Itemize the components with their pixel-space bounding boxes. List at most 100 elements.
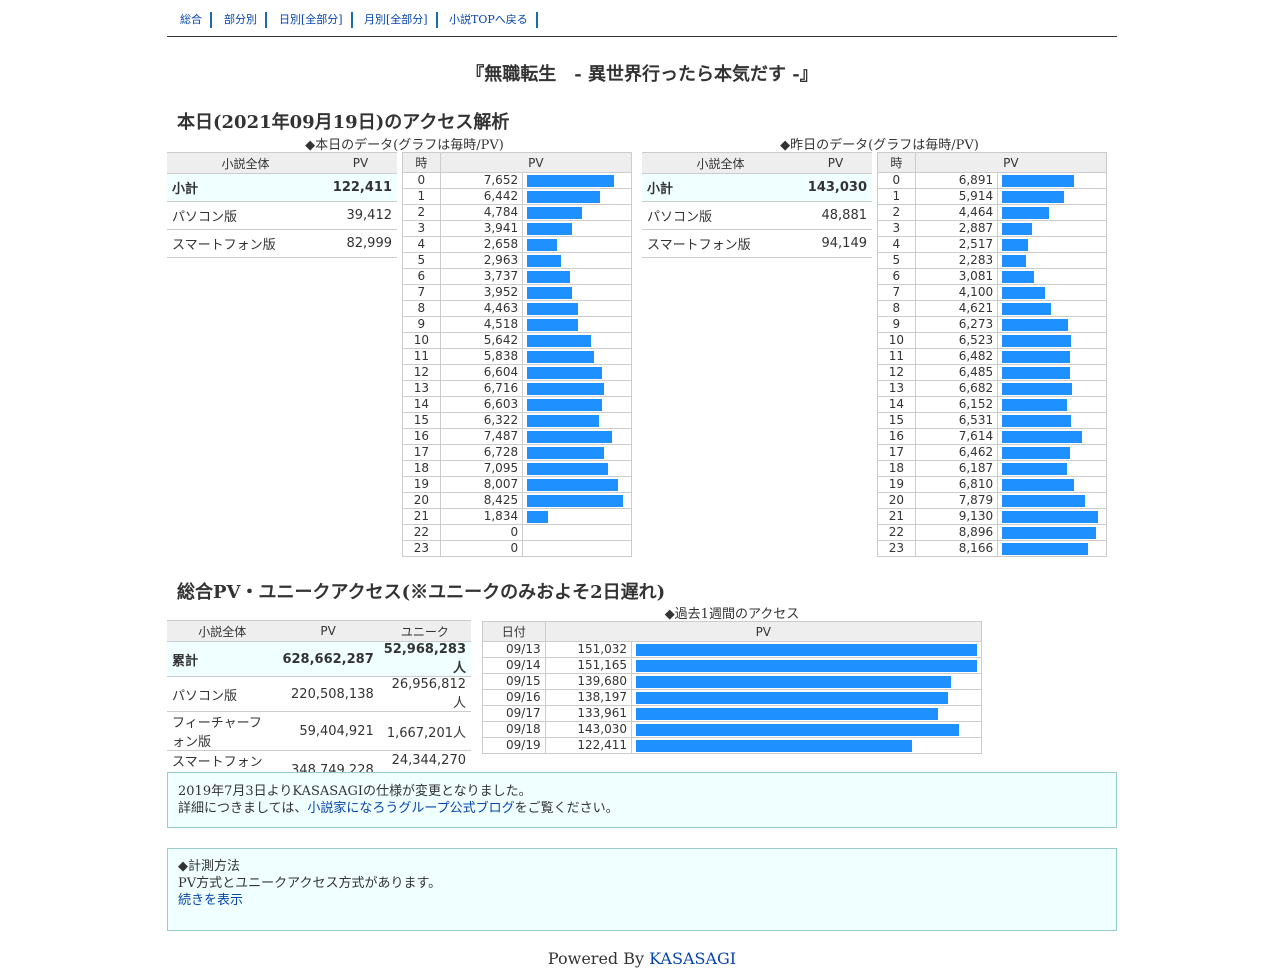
hour-label: 15 xyxy=(877,412,916,429)
pv-bar xyxy=(527,430,613,443)
week-date: 09/17 xyxy=(482,705,546,722)
hour-label: 6 xyxy=(877,268,916,285)
row-label: パソコン版 xyxy=(167,201,324,230)
hour-row: 8 4,621 xyxy=(877,300,1107,317)
row-label: パソコン版 xyxy=(642,201,799,230)
pv-bar xyxy=(1002,190,1065,203)
hour-row: 23 0 xyxy=(402,540,632,557)
hour-pv: 6,531 xyxy=(914,412,999,429)
hour-label: 5 xyxy=(402,252,441,269)
pv-bar xyxy=(527,222,573,235)
col-header: PV xyxy=(799,152,872,174)
hour-pv: 6,462 xyxy=(914,444,999,461)
row-pv: 628,662,287 xyxy=(277,641,379,677)
today-summary-table: 小説全体 PV 小計 122,411 パソコン版 39,412 スマートフォン版 82,… xyxy=(167,152,397,258)
kasasagi-link[interactable]: KASASAGI xyxy=(649,949,737,968)
nav-by-part[interactable]: 部分別 xyxy=(224,12,267,28)
week-date: 09/16 xyxy=(482,689,546,706)
week-date: 09/15 xyxy=(482,673,546,690)
hour-row: 9 6,273 xyxy=(877,316,1107,333)
hour-pv: 8,896 xyxy=(914,524,999,541)
pv-bar xyxy=(1002,222,1033,235)
hour-pv: 0 xyxy=(439,524,524,541)
hour-row: 16 7,487 xyxy=(402,428,632,445)
hour-label: 0 xyxy=(402,172,441,189)
hour-row: 5 2,283 xyxy=(877,252,1107,269)
pv-bar xyxy=(527,350,595,363)
hour-row: 0 6,891 xyxy=(877,172,1107,189)
blog-link[interactable]: 小説家になろうグループ公式ブログ xyxy=(307,801,515,816)
hour-pv: 6,728 xyxy=(439,444,524,461)
pv-bar xyxy=(636,659,977,672)
total-heading: 総合PV・ユニークアクセス(※ユニークのみおよそ2日遅れ) xyxy=(177,582,666,603)
week-pv: 133,961 xyxy=(544,705,633,722)
pv-bar xyxy=(1002,446,1071,459)
hour-pv: 7,879 xyxy=(914,492,999,509)
method-title: ◆計測方法 xyxy=(178,859,240,874)
hour-row: 22 0 xyxy=(402,524,632,541)
pv-bar xyxy=(527,462,609,475)
hour-label: 12 xyxy=(402,364,441,381)
nav-total[interactable]: 総合 xyxy=(180,12,212,28)
method-box: ◆計測方法 PV方式とユニークアクセス方式があります。 続きを表示 xyxy=(167,848,1117,931)
hour-label: 17 xyxy=(877,444,916,461)
pv-bar xyxy=(1002,398,1068,411)
hour-label: 14 xyxy=(877,396,916,413)
row-unique: 52,968,283人 xyxy=(378,641,471,677)
hour-label: 23 xyxy=(402,540,441,557)
hour-pv: 6,152 xyxy=(914,396,999,413)
row-label: スマートフォン版 xyxy=(167,229,324,258)
hour-label: 10 xyxy=(402,332,441,349)
hour-pv: 6,523 xyxy=(914,332,999,349)
hour-pv: 3,941 xyxy=(439,220,524,237)
pv-bar xyxy=(527,382,605,395)
pv-bar xyxy=(527,238,558,251)
hour-label: 6 xyxy=(402,268,441,285)
hour-row: 3 3,941 xyxy=(402,220,632,237)
nav-monthly[interactable]: 月別[全部分] xyxy=(364,12,438,28)
hour-label: 18 xyxy=(877,460,916,477)
col-header: 時 xyxy=(402,152,441,173)
row-unique: 26,956,812人 xyxy=(378,676,471,712)
hour-label: 12 xyxy=(877,364,916,381)
today-caption: ◆本日のデータ(グラフは毎時/PV) xyxy=(305,138,504,153)
row-value: 94,149 xyxy=(799,229,872,258)
pv-bar xyxy=(1002,254,1027,267)
pv-bar xyxy=(527,254,562,267)
hour-label: 19 xyxy=(877,476,916,493)
notice-line1: 2019年7月3日よりKASASAGIの仕様が変更となりました。 xyxy=(178,784,532,799)
yesterday-caption: ◆昨日のデータ(グラフは毎時/PV) xyxy=(780,138,979,153)
pv-bar xyxy=(1002,542,1089,555)
hour-label: 11 xyxy=(402,348,441,365)
pv-bar xyxy=(527,318,579,331)
nav-daily[interactable]: 日別[全部分] xyxy=(279,12,353,28)
hour-pv: 8,425 xyxy=(439,492,524,509)
hour-label: 4 xyxy=(402,236,441,253)
hour-pv: 3,081 xyxy=(914,268,999,285)
col-header: PV xyxy=(324,152,397,174)
hour-row: 8 4,463 xyxy=(402,300,632,317)
hour-row: 23 8,166 xyxy=(877,540,1107,557)
row-value: 122,411 xyxy=(324,173,397,202)
nav-novel-top[interactable]: 小説TOPへ戻る xyxy=(449,12,538,28)
hour-row: 14 6,603 xyxy=(402,396,632,413)
hour-row: 5 2,963 xyxy=(402,252,632,269)
hour-row: 13 6,682 xyxy=(877,380,1107,397)
footer: Powered By KASASAGI xyxy=(167,949,1117,968)
pv-bar xyxy=(1002,350,1071,363)
hour-pv: 6,810 xyxy=(914,476,999,493)
hour-label: 20 xyxy=(402,492,441,509)
hour-pv: 9,130 xyxy=(914,508,999,525)
hour-row: 1 6,442 xyxy=(402,188,632,205)
row-label: フィーチャーフォン版 xyxy=(167,711,278,751)
notice-text: をご覧ください。 xyxy=(514,801,619,816)
hour-row: 6 3,081 xyxy=(877,268,1107,285)
pv-bar xyxy=(1002,494,1086,507)
week-pv: 138,197 xyxy=(544,689,633,706)
show-more-link[interactable]: 続きを表示 xyxy=(178,893,244,908)
today-hourly-table: 時 PV 0 7,652 1 6,442 2 4,784 3 3,941 4 2,658 5 2,963… xyxy=(402,152,633,557)
hour-label: 18 xyxy=(402,460,441,477)
hour-row: 22 8,896 xyxy=(877,524,1107,541)
hour-label: 22 xyxy=(402,524,441,541)
method-text: PV方式とユニークアクセス方式があります。 xyxy=(178,876,442,891)
